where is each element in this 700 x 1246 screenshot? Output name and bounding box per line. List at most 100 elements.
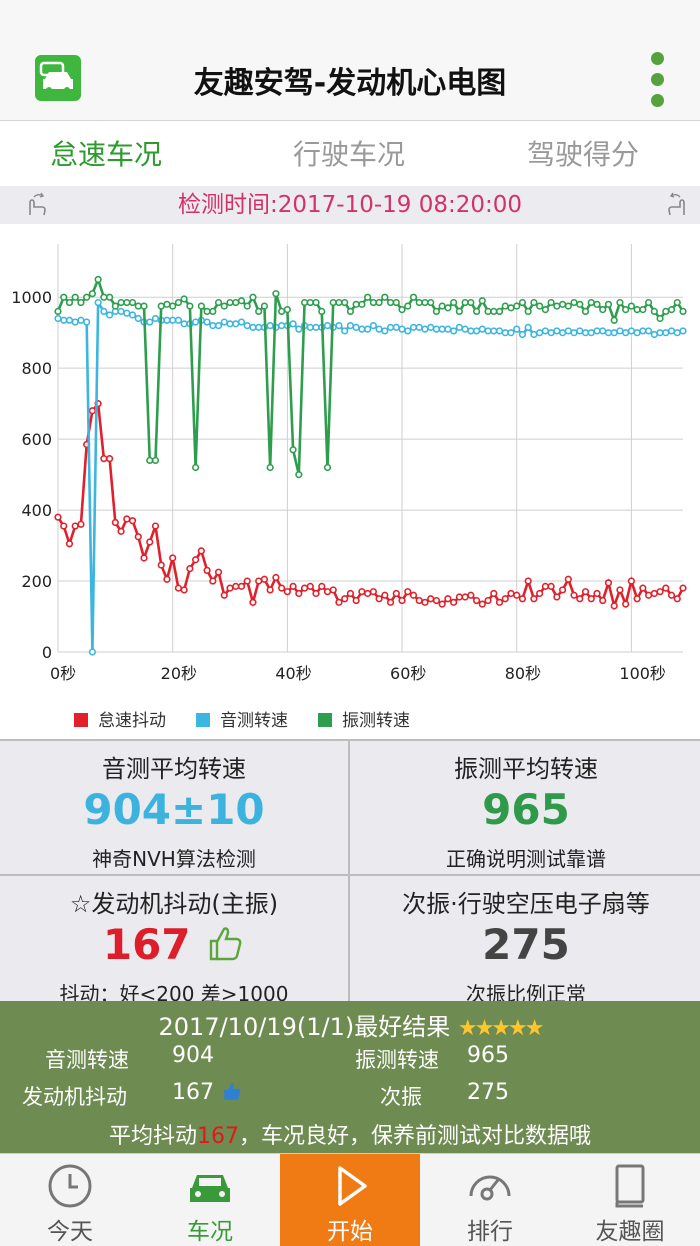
data-point	[146, 318, 154, 326]
data-point	[398, 306, 406, 314]
legend-item-sound-rpm: 音测转速	[196, 706, 288, 731]
nav-label: 车况	[187, 1219, 233, 1245]
data-point	[381, 327, 389, 335]
data-point	[547, 582, 555, 590]
data-point	[123, 309, 131, 317]
data-point	[237, 582, 246, 590]
data-point	[186, 302, 194, 310]
data-point	[306, 298, 314, 307]
card-subtitle: 正确说明测试靠谱	[446, 847, 606, 871]
data-point	[335, 598, 343, 606]
summary-note: 平均抖动167，车况良好，保养前测试对比数据哦	[0, 1118, 700, 1150]
data-point	[346, 321, 355, 330]
nav-start[interactable]: 开始	[280, 1154, 420, 1246]
data-point	[662, 584, 670, 592]
data-point	[513, 325, 521, 333]
tab-driving[interactable]: 行驶车况	[293, 138, 406, 171]
summary-label: 音测转速	[45, 1048, 129, 1072]
tab-idle[interactable]: 怠速车况	[50, 138, 163, 171]
data-point	[214, 321, 223, 330]
data-point	[472, 596, 481, 605]
data-point	[151, 314, 160, 323]
data-point	[163, 300, 171, 308]
nav-today[interactable]: 今天	[0, 1154, 140, 1246]
more-vertical-icon[interactable]	[649, 52, 665, 108]
data-point	[432, 307, 441, 316]
data-point	[220, 591, 228, 599]
data-point	[467, 327, 475, 335]
data-point	[266, 321, 274, 330]
data-point	[501, 329, 509, 337]
data-point	[622, 329, 630, 337]
data-point	[289, 320, 297, 328]
data-point	[134, 302, 142, 310]
data-point	[656, 588, 664, 596]
data-point	[490, 307, 498, 316]
data-point	[518, 298, 527, 307]
data-point	[203, 307, 211, 316]
data-point	[77, 316, 85, 324]
data-point	[547, 298, 555, 307]
data-point	[673, 595, 681, 603]
data-point	[461, 298, 469, 307]
data-point	[392, 323, 400, 331]
data-point	[352, 300, 360, 308]
data-point	[226, 298, 234, 307]
chart-legend: 怠速抖动 音测转速 振测转速	[0, 702, 700, 732]
data-point	[679, 307, 687, 316]
data-point	[415, 596, 423, 605]
data-point	[616, 298, 624, 307]
data-point	[639, 306, 647, 314]
data-point	[427, 323, 435, 331]
data-point	[564, 302, 572, 310]
data-point	[312, 323, 320, 331]
data-point	[364, 325, 372, 333]
data-point	[266, 463, 274, 472]
nav-community[interactable]: 友趣圈	[560, 1154, 700, 1246]
data-point	[272, 290, 280, 298]
nav-car-status[interactable]: 车况	[140, 1154, 280, 1246]
data-point	[409, 323, 418, 331]
data-point	[100, 455, 108, 463]
tab-score[interactable]: 驾驶得分	[527, 138, 640, 171]
data-point	[558, 329, 567, 337]
nav-ranking[interactable]: 排行	[420, 1154, 560, 1246]
data-point	[203, 566, 211, 575]
data-point	[673, 329, 681, 337]
data-point	[427, 595, 435, 603]
car-app-icon[interactable]	[35, 55, 81, 101]
data-point	[341, 595, 349, 603]
summary-value-wrap: 167	[172, 1080, 243, 1105]
x-tick-label: 0秒	[50, 664, 76, 683]
data-point	[616, 327, 624, 335]
data-point	[209, 307, 217, 316]
data-point	[478, 600, 486, 608]
x-tick-label: 60秒	[390, 664, 426, 683]
thumbs-up-icon	[209, 927, 242, 961]
swipe-left-hand-icon[interactable]	[22, 191, 50, 219]
data-point	[593, 300, 601, 308]
data-point	[472, 327, 481, 335]
data-point	[283, 588, 291, 596]
y-tick-label: 200	[21, 572, 52, 591]
data-point	[140, 554, 148, 562]
data-point	[415, 323, 423, 331]
data-point	[386, 598, 395, 606]
data-point	[329, 298, 337, 307]
data-point	[622, 306, 630, 314]
data-point	[570, 329, 578, 337]
data-point	[513, 302, 521, 310]
data-point	[381, 591, 389, 599]
divider	[0, 874, 700, 876]
data-point	[650, 307, 658, 316]
data-point	[312, 298, 320, 307]
data-point	[220, 318, 228, 326]
data-point	[192, 556, 200, 564]
swipe-right-hand-icon[interactable]	[664, 191, 692, 219]
data-point	[295, 325, 303, 333]
data-point	[639, 584, 647, 592]
data-point	[65, 316, 74, 324]
data-point	[237, 297, 246, 305]
data-point	[146, 538, 154, 546]
card-value-wrap: 167	[0, 920, 348, 969]
